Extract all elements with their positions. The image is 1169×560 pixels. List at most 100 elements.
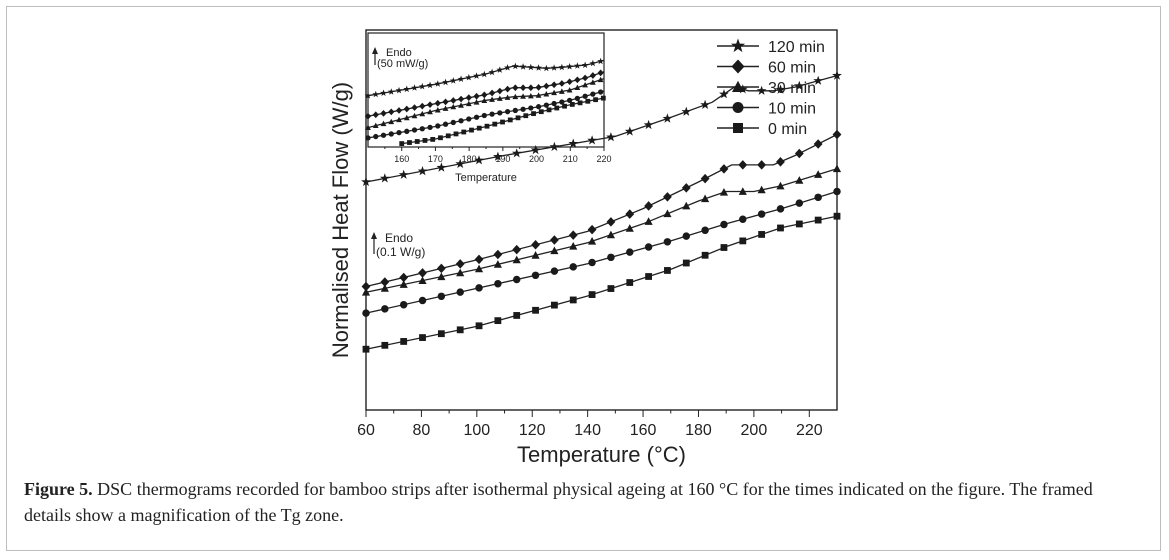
main-data-point [436,162,447,172]
inset-data-point [364,112,372,120]
main-y-axis-label: Normalised Heat Flow (W/g) [328,82,353,358]
inset-data-point [445,133,451,139]
main-data-point [776,205,785,213]
inset-data-point [388,118,395,125]
main-data-point [475,284,483,292]
main-data-point [701,251,709,259]
inset-data-point [497,110,503,116]
legend-marker [733,123,743,133]
inset-data-point [593,97,598,103]
inset-data-point [551,100,557,107]
inset-data-point [589,59,597,67]
main-data-point [663,238,672,246]
inset-data-point [488,89,496,97]
inset-data-point [492,121,498,127]
main-data-point [530,145,541,155]
main-data-point [399,300,408,309]
inset-data-point [585,98,591,104]
legend-label: 0 min [768,121,807,138]
main-data-point [588,291,596,298]
main-data-point [719,164,729,174]
inset-x-tick-label: 160 [394,154,409,164]
legend-marker [731,59,745,74]
main-data-point [437,272,446,281]
inset-data-point [504,109,511,115]
inset-data-point [442,105,449,111]
main-data-point [474,254,484,265]
main-data-point [568,230,578,240]
main-data-point [456,288,464,296]
inset-data-point [550,64,558,71]
inset-data-point [465,94,472,102]
inset-data-point [558,88,565,94]
legend-item: 0 min [717,121,807,138]
inset-data-point [558,80,565,87]
inset-x-axis-label: Temperature [455,172,517,184]
inset-data-point [380,120,387,127]
main-data-point [399,280,408,288]
inset-data-point [466,116,472,122]
main-x-tick-label: 180 [685,422,712,439]
main-data-point [494,279,502,288]
inset-data-point [465,73,473,81]
main-data-point [456,268,465,277]
main-annotation-line1: Endo [385,231,413,245]
inset-data-point [403,114,410,121]
main-data-point [739,237,747,245]
legend-item: 30 min [717,80,816,97]
inset-data-point [527,84,534,92]
inset-data-point [504,85,511,93]
inset-data-point [411,104,418,111]
inset-data-point [419,102,426,110]
caption-text: DSC thermograms recorded for bamboo stri… [24,479,1093,525]
inset-data-point [458,118,464,124]
main-data-point [643,119,654,130]
inset-data-point [512,93,519,100]
inset-data-point [457,75,465,82]
inset-data-point [527,92,534,99]
main-data-point [663,192,672,202]
inset-data-point [404,128,410,134]
main-data-point [361,281,371,292]
inset-data-point [527,63,535,71]
main-x-tick-label: 200 [741,422,768,439]
inset-data-point [450,97,457,104]
inset-data-point [372,122,379,129]
main-x-tick-label: 100 [463,422,490,439]
inset-data-point [481,97,488,104]
inset-data-point [395,107,403,114]
main-data-point [644,201,654,211]
inset-x-tick-label: 180 [462,154,477,164]
inset-data-point [520,93,526,99]
inset-data-point [566,63,573,70]
main-data-point [606,132,616,142]
inset-data-point [543,82,550,90]
inset-series-30-min [365,76,605,131]
main-data-point [417,166,428,176]
main-data-point [493,151,503,161]
main-data-point [813,139,823,149]
inset-data-point [365,135,371,141]
inset-data-point [372,111,379,119]
inset-data-point [480,70,488,78]
main-data-point [398,169,409,179]
main-data-point [587,224,597,235]
inset-data-point [558,63,566,71]
main-data-point [719,188,729,196]
main-data-point [758,231,766,238]
main-data-point [361,176,371,187]
inset-data-point [481,112,487,119]
main-data-point [418,268,427,278]
arrow-head [372,47,378,54]
inset-data-point [465,100,472,107]
inset-data-point [531,111,536,117]
inset-data-point [396,129,402,136]
legend-item: 10 min [717,101,816,118]
main-data-point [569,296,577,304]
main-data-point [757,210,766,218]
inset-data-point [427,108,433,115]
inset-data-point [427,124,433,131]
main-data-point [380,277,390,287]
inset-data-point [566,97,573,104]
main-data-point [814,170,823,178]
